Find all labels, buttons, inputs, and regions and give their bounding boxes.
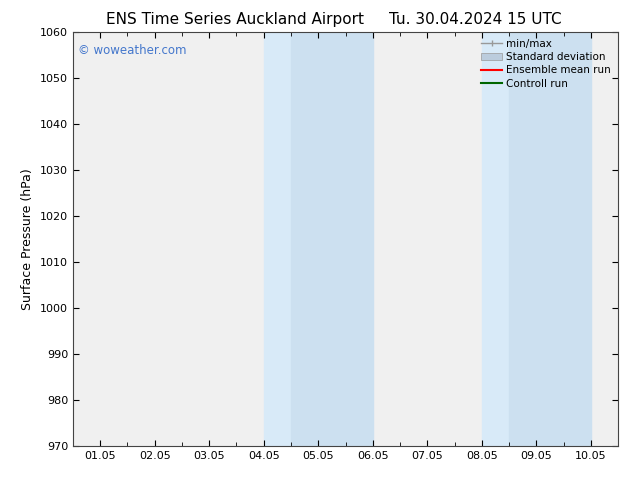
Bar	[509, 32, 591, 446]
Bar	[264, 32, 291, 446]
Text: ENS Time Series Auckland Airport: ENS Time Series Auckland Airport	[106, 12, 363, 27]
Text: © woweather.com: © woweather.com	[79, 44, 187, 57]
Bar	[291, 32, 373, 446]
Text: Tu. 30.04.2024 15 UTC: Tu. 30.04.2024 15 UTC	[389, 12, 562, 27]
Legend: min/max, Standard deviation, Ensemble mean run, Controll run: min/max, Standard deviation, Ensemble me…	[479, 37, 613, 91]
Bar	[482, 32, 509, 446]
Y-axis label: Surface Pressure (hPa): Surface Pressure (hPa)	[22, 168, 34, 310]
